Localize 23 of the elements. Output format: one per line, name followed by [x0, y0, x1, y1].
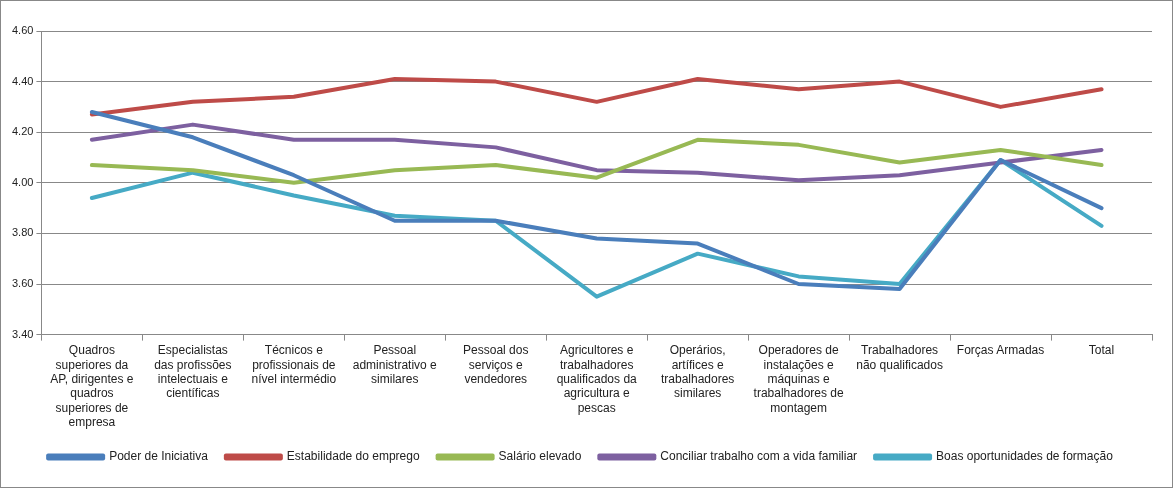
legend-label: Conciliar trabalho com a vida familiar — [660, 449, 858, 464]
x-tick-label: Total — [1088, 343, 1115, 358]
y-tick-label: 4.20 — [11, 125, 34, 138]
x-tick-label: Forças Armadas — [956, 343, 1045, 358]
y-tick-label: 3.60 — [11, 277, 34, 290]
y-tick-label: 4.00 — [11, 175, 34, 188]
legend-label: Estabilidade do emprego — [286, 449, 420, 464]
x-tick-label: Pessoal dos serviços e vendedores — [463, 343, 529, 386]
x-tick-label: Especialistas das profissões intelectuais e científicas — [154, 343, 232, 401]
legend-label: Salário elevado — [498, 449, 582, 464]
x-tick-label: Operadores de instalações e máquinas e trabalhadores de montagem — [753, 343, 844, 415]
x-tick-label: Operários, artífices e trabalhadores similares — [660, 343, 735, 401]
x-tick-label: Técnicos e profissionais de nível intermédio — [251, 343, 337, 386]
x-tick-label: Pessoal administrativo e similares — [352, 343, 438, 386]
x-tick-label: Trabalhadores não qualificados — [856, 343, 943, 372]
x-tick-label: Agricultores e trabalhadores qualificados da agricultura e pescas — [556, 343, 638, 415]
legend-label: Poder de Iniciativa — [109, 449, 209, 464]
y-tick-label: 3.40 — [11, 327, 34, 340]
legend-label: Boas oportunidades de formação — [936, 449, 1114, 464]
y-tick-label: 3.80 — [11, 226, 34, 239]
y-tick-label: 4.40 — [11, 74, 34, 87]
x-tick-label: Quadros superiores da AP, dirigentes e quadros superiores de empresa — [50, 343, 134, 430]
y-tick-label: 4.60 — [11, 24, 34, 37]
